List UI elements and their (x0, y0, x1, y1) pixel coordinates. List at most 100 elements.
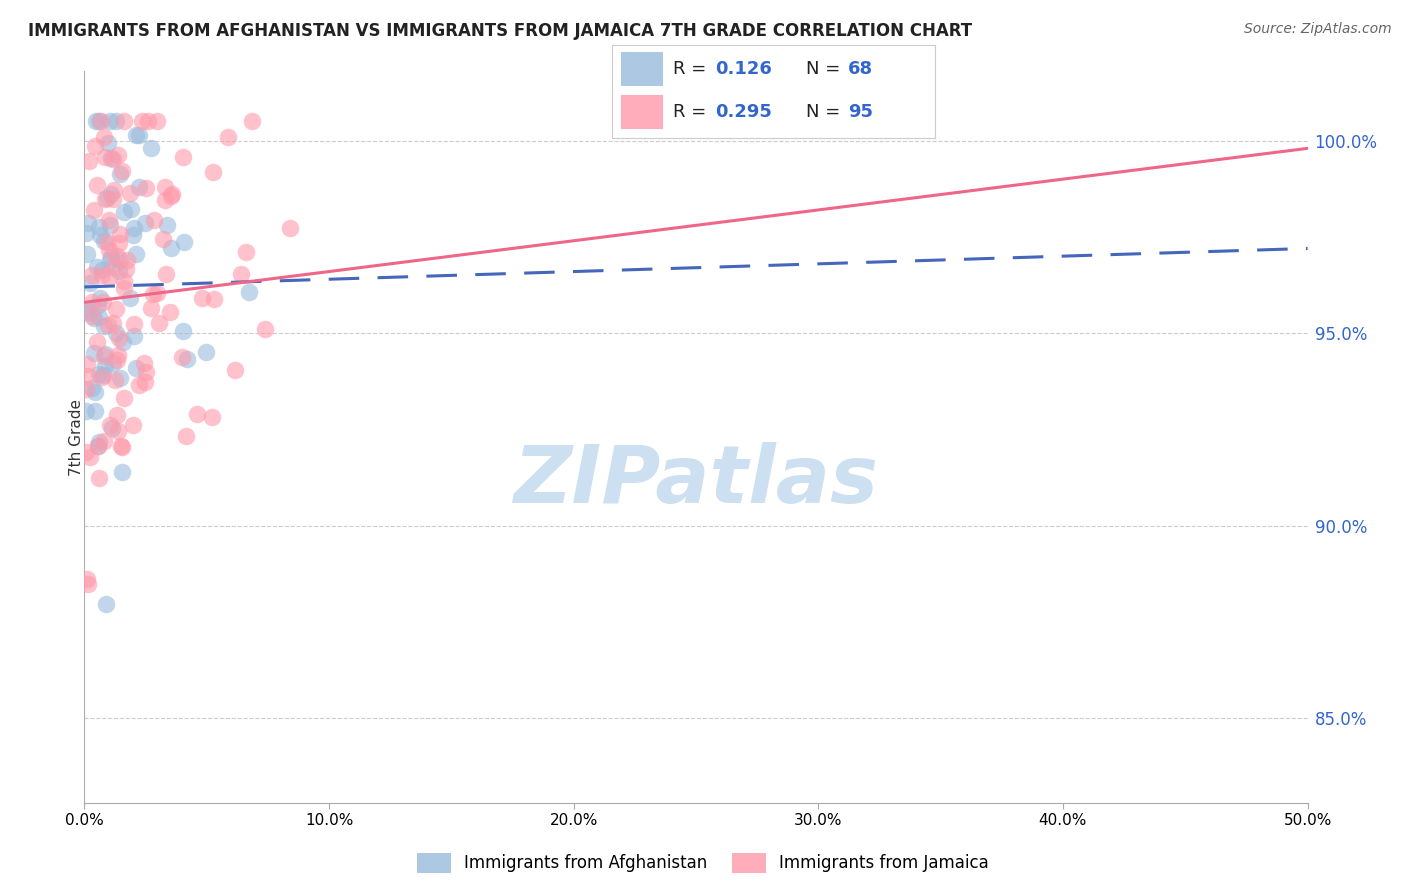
Point (146, 286, 169, 301)
Point (77, 577, 100, 591)
Point (159, 304, 181, 318)
Point (103, 316, 125, 330)
Point (98, 213, 121, 227)
Point (77, 216, 100, 230)
Point (79, 276, 101, 290)
Bar (621, 52, 664, 86)
Text: R =: R = (673, 103, 711, 121)
Point (94, 347, 117, 361)
Point (100, 250, 122, 264)
Point (229, 267, 252, 281)
Point (132, 356, 155, 370)
Point (122, 317, 145, 331)
Point (76, 302, 98, 317)
Point (128, 128, 150, 143)
Point (98, 418, 121, 433)
Point (125, 246, 148, 260)
Point (100, 187, 122, 202)
Point (128, 180, 150, 194)
Point (75, 404, 97, 418)
Point (160, 241, 183, 255)
Point (86, 178, 108, 193)
Point (112, 205, 135, 219)
Point (90, 370, 112, 384)
Point (87, 435, 110, 450)
Point (101, 192, 124, 206)
Text: 68: 68 (848, 60, 873, 78)
Point (94, 192, 117, 206)
Point (87, 439, 110, 453)
Legend: Immigrants from Afghanistan, Immigrants from Jamaica: Immigrants from Afghanistan, Immigrants … (411, 847, 995, 880)
Point (94, 359, 117, 373)
Text: 0.295: 0.295 (716, 103, 772, 121)
Point (160, 186, 183, 201)
Point (84, 385, 107, 400)
Point (98, 252, 121, 267)
Point (240, 114, 263, 128)
Point (91, 294, 114, 309)
Point (112, 281, 135, 295)
Point (224, 363, 246, 377)
Point (89, 310, 111, 324)
Point (105, 326, 128, 340)
Point (112, 334, 135, 349)
Point (83, 404, 105, 418)
Point (86, 335, 108, 350)
Point (107, 331, 129, 345)
Point (148, 316, 170, 330)
Point (75, 382, 97, 396)
Point (91, 368, 114, 382)
Point (112, 275, 135, 289)
Point (84, 138, 107, 153)
Point (75, 226, 97, 240)
Point (89, 228, 111, 243)
Point (87, 114, 110, 128)
Point (153, 194, 176, 208)
Point (90, 268, 112, 282)
Point (93, 151, 115, 165)
Point (75, 444, 97, 458)
Point (93, 434, 115, 448)
Point (103, 183, 125, 197)
Point (202, 292, 225, 306)
Point (122, 221, 145, 235)
Point (87, 297, 110, 311)
Point (278, 220, 301, 235)
Point (155, 267, 177, 281)
Point (87, 367, 110, 381)
Point (86, 260, 108, 275)
Point (76, 572, 98, 586)
Point (90, 263, 112, 277)
Text: IMMIGRANTS FROM AFGHANISTAN VS IMMIGRANTS FROM JAMAICA 7TH GRADE CORRELATION CHA: IMMIGRANTS FROM AFGHANISTAN VS IMMIGRANT… (28, 22, 972, 40)
Point (110, 370, 132, 384)
Point (105, 353, 128, 368)
Point (142, 287, 165, 301)
Point (104, 114, 127, 128)
Point (125, 361, 148, 376)
Point (238, 285, 260, 300)
Point (107, 348, 129, 362)
Point (201, 409, 224, 424)
Point (253, 322, 276, 336)
Point (134, 216, 156, 230)
Point (138, 114, 160, 128)
Point (77, 368, 100, 383)
Point (79, 450, 101, 464)
Point (107, 424, 129, 438)
Point (112, 392, 135, 406)
Point (174, 429, 197, 443)
Point (98, 270, 121, 285)
Point (152, 232, 174, 246)
Point (97, 136, 120, 150)
Point (135, 181, 157, 195)
Point (217, 129, 239, 144)
Point (83, 203, 105, 218)
Point (90, 114, 112, 128)
Point (176, 352, 198, 367)
Point (96, 235, 118, 249)
Bar (621, 95, 664, 129)
Point (172, 324, 194, 338)
Point (83, 346, 105, 360)
Point (110, 252, 132, 267)
Y-axis label: 7th Grade: 7th Grade (69, 399, 83, 475)
